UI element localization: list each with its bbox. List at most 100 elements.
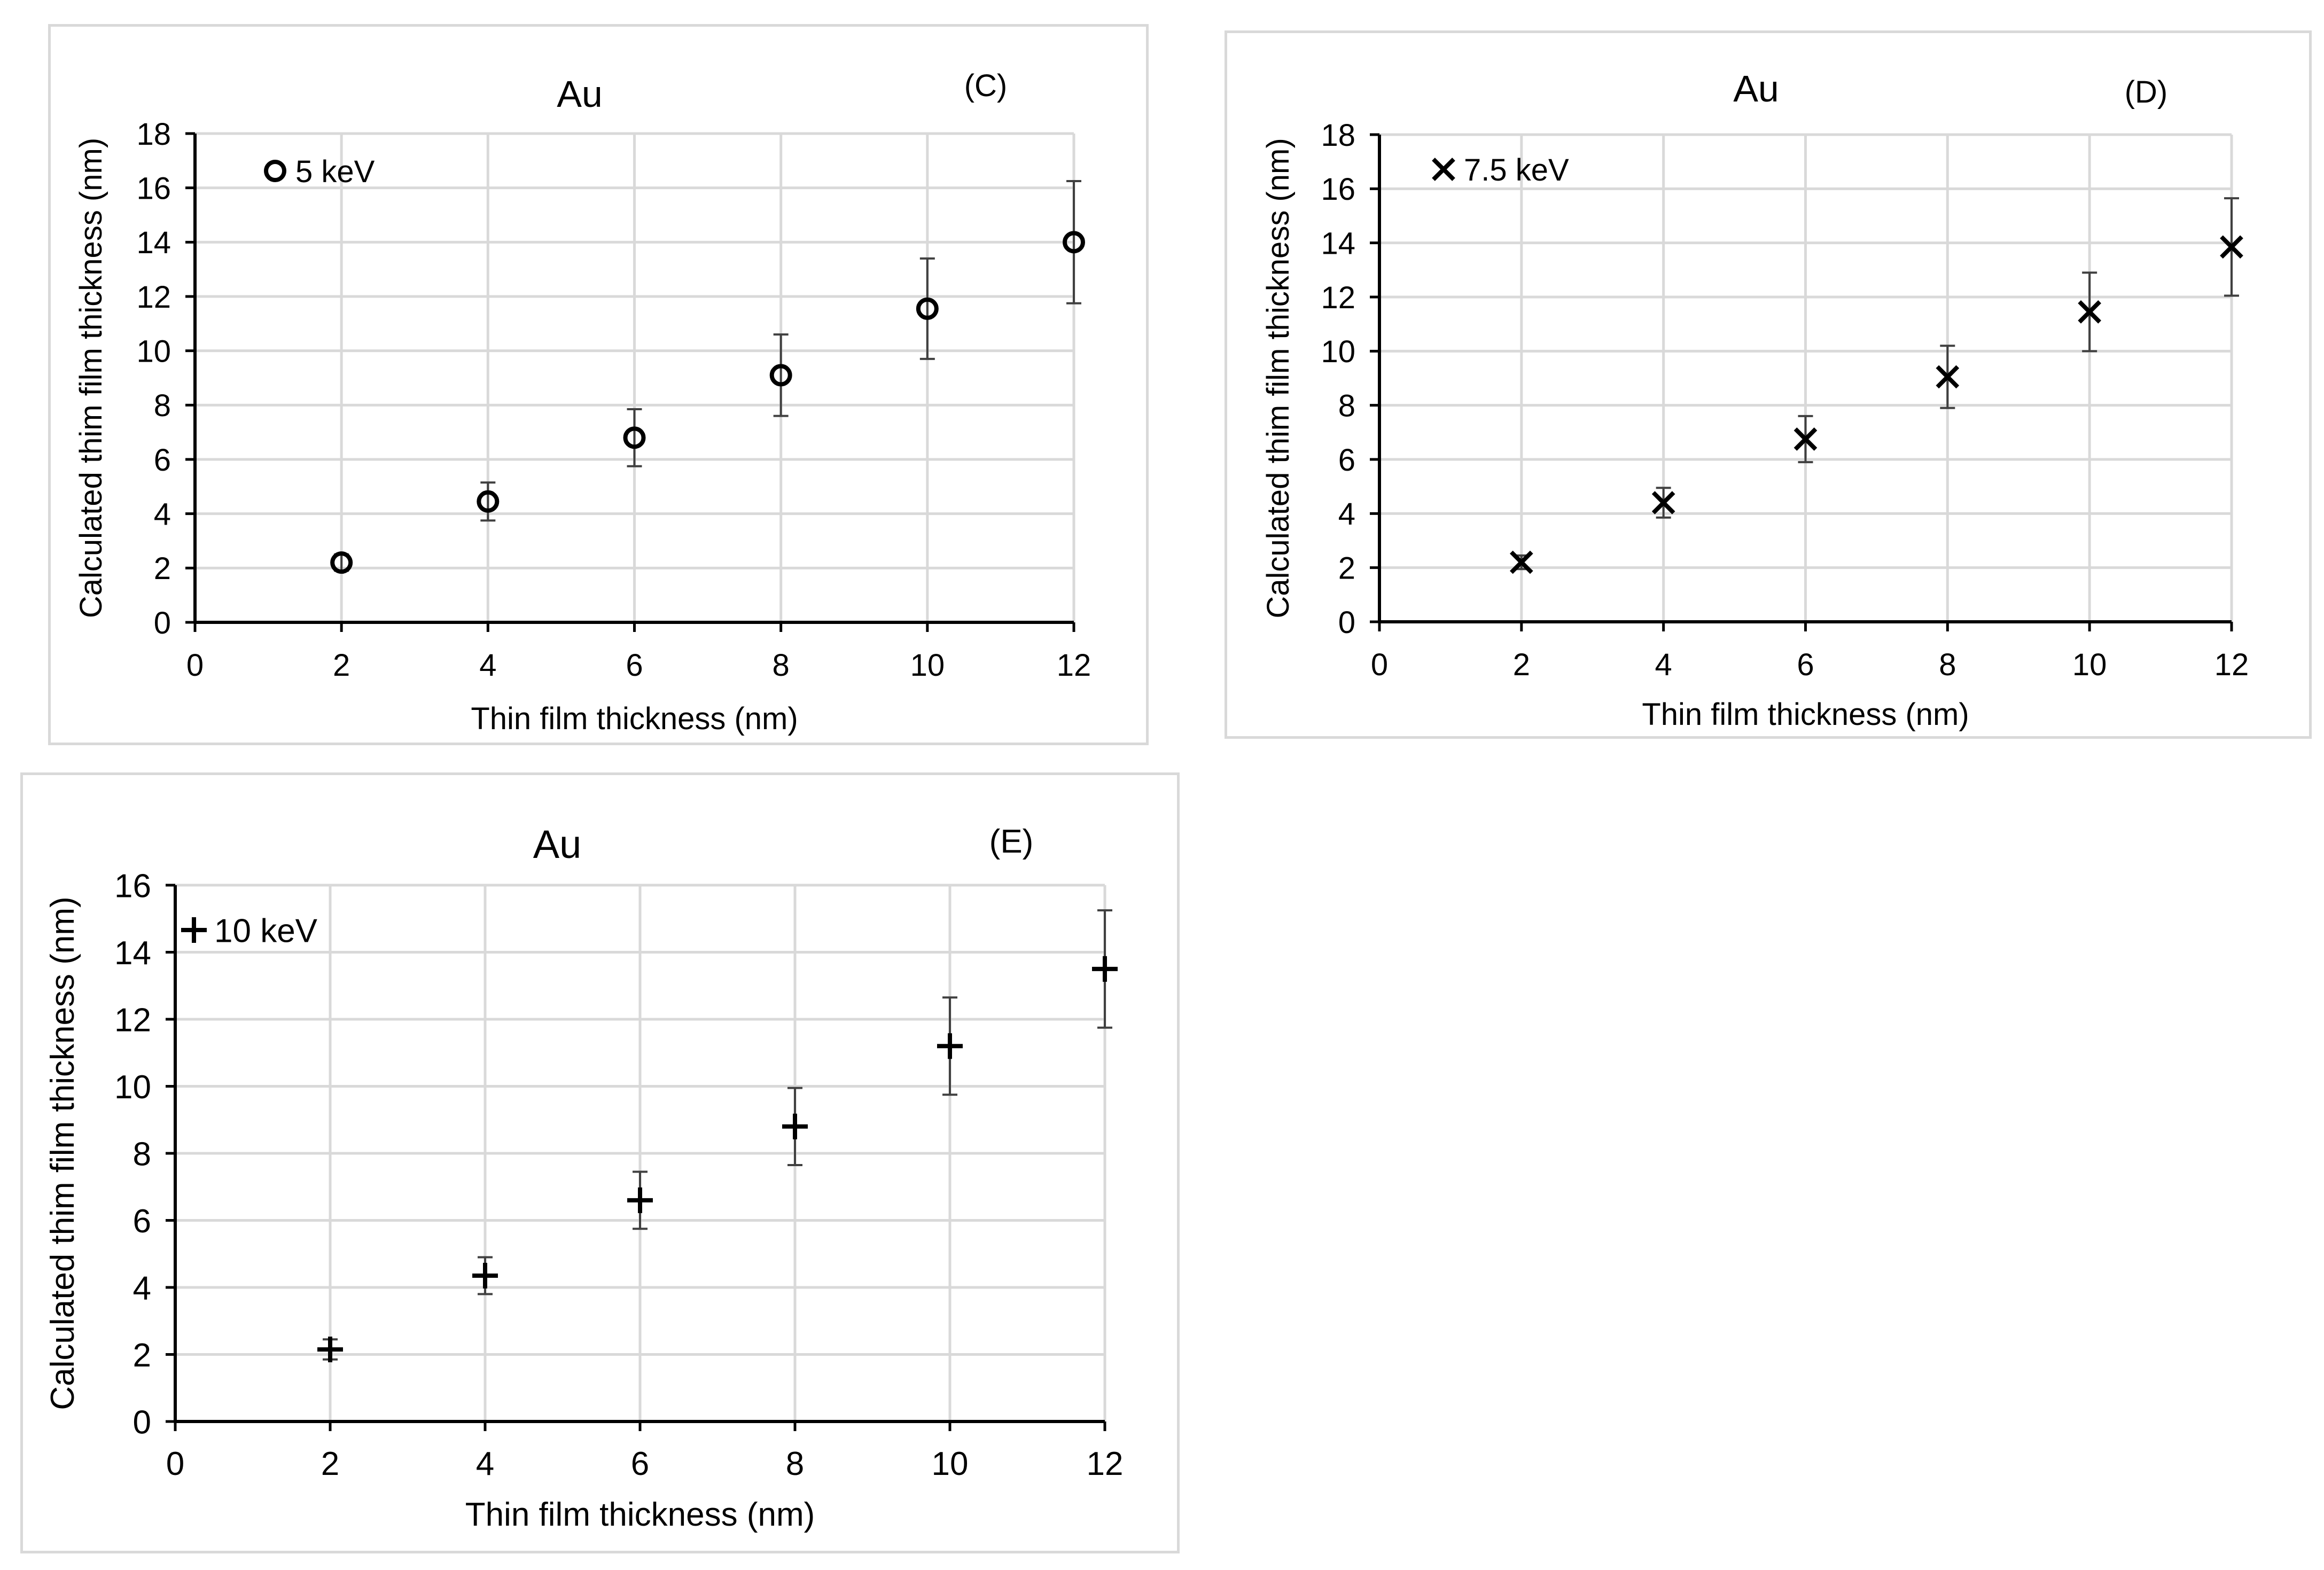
y-tick-label: 2 <box>1338 551 1355 586</box>
data-point <box>916 297 939 320</box>
x-axis-label: Thin film thickness (nm) <box>465 1496 815 1533</box>
x-tick-label: 8 <box>1939 647 1956 682</box>
y-tick-label: 14 <box>114 935 151 972</box>
x-axis-label: Thin film thickness (nm) <box>471 701 798 736</box>
x-axis-label: Thin film thickness (nm) <box>1642 697 1969 732</box>
panel-label: (E) <box>989 823 1034 860</box>
y-tick-label: 10 <box>114 1069 151 1106</box>
legend-marker <box>264 160 286 182</box>
marker-stroke <box>1651 491 1675 514</box>
x-tick-label: 12 <box>1087 1446 1124 1482</box>
x-tick-label: 4 <box>479 648 496 683</box>
y-tick-label: 8 <box>1338 389 1355 424</box>
y-tick-label: 8 <box>154 388 171 423</box>
y-tick-label: 16 <box>114 868 151 904</box>
data-point <box>623 426 646 449</box>
y-tick-label: 16 <box>136 171 171 206</box>
y-axis-label: Calculated thim film thickness (nm) <box>1261 138 1296 618</box>
y-tick-label: 14 <box>1321 226 1355 261</box>
y-tick-label: 8 <box>133 1136 151 1173</box>
chart-panel-e: 0 2 4 6 8 10 12 14 16 0 2 4 6 8 10 12 Au (E) Thin film thi… <box>20 772 1180 1553</box>
x-tick-label: 6 <box>1797 647 1814 682</box>
x-tick-label: 6 <box>626 648 643 683</box>
data-point <box>782 1113 808 1139</box>
data-point <box>1936 365 1960 389</box>
data-point <box>317 1337 343 1363</box>
x-tick-label: 2 <box>333 648 350 683</box>
y-tick-label: 10 <box>136 334 171 369</box>
y-tick-label: 6 <box>154 443 171 478</box>
x-tick-label: 10 <box>910 648 945 683</box>
y-tick-label: 2 <box>133 1337 151 1374</box>
y-tick-label: 14 <box>136 225 171 260</box>
y-tick-label: 12 <box>136 280 171 315</box>
data-point <box>769 364 792 387</box>
marker-stroke <box>1510 550 1533 574</box>
chart-e-svg: 0 2 4 6 8 10 12 14 16 0 2 4 6 8 10 12 Au (E) Thin film thi… <box>44 822 1124 1533</box>
x-tick-label: 12 <box>1057 648 1091 683</box>
x-tick-label: 12 <box>2214 647 2249 682</box>
y-tick-label: 6 <box>1338 443 1355 478</box>
x-tick-label: 0 <box>186 648 204 683</box>
marker-stroke <box>2078 300 2101 324</box>
x-tick-label: 0 <box>166 1446 184 1482</box>
x-tick-label: 8 <box>786 1446 804 1482</box>
error-bar <box>1066 179 1081 304</box>
x-tick-label: 0 <box>1371 647 1388 682</box>
y-axis-label: Calculated thim film thickness (nm) <box>44 896 81 1410</box>
chart-panel-c: 0 2 4 6 8 10 12 14 16 18 0 2 4 6 8 10 12 Au (C) Thin film t… <box>48 24 1149 745</box>
y-tick-label: 0 <box>133 1404 151 1441</box>
data-point <box>472 1263 498 1289</box>
marker-stroke <box>2220 235 2243 259</box>
error-bar <box>480 481 496 522</box>
x-tick-label: 10 <box>2072 647 2107 682</box>
x-tick-label: 4 <box>476 1446 494 1482</box>
chart-title: Au <box>533 822 582 866</box>
marker-stroke <box>1793 427 1818 451</box>
data-point <box>1510 550 1533 574</box>
error-bar <box>919 257 935 360</box>
legend-label: 5 keV <box>295 154 375 189</box>
y-tick-label: 10 <box>1321 334 1355 369</box>
error-bar <box>627 408 642 467</box>
data-point <box>937 1033 963 1059</box>
legend-label: 7.5 keV <box>1464 153 1569 188</box>
y-tick-label: 18 <box>1321 118 1355 153</box>
y-tick-label: 6 <box>133 1203 151 1240</box>
chart-c-svg: 0 2 4 6 8 10 12 14 16 18 0 2 4 6 8 10 12 Au (C) Thin film t… <box>74 68 1091 736</box>
legend-marker <box>1432 158 1455 181</box>
data-point <box>1063 231 1085 254</box>
chart-title: Au <box>557 73 603 115</box>
marker-stroke <box>1936 365 1960 389</box>
y-tick-label: 18 <box>136 117 171 152</box>
marker-stroke <box>1432 158 1455 181</box>
x-tick-label: 8 <box>773 648 790 683</box>
y-tick-label: 4 <box>133 1270 151 1307</box>
panel-label: (D) <box>2125 75 2168 110</box>
x-tick-label: 2 <box>1513 647 1530 682</box>
y-tick-label: 0 <box>1338 605 1355 640</box>
y-tick-label: 16 <box>1321 172 1355 207</box>
data-point <box>477 490 500 513</box>
legend-label: 10 keV <box>214 912 318 949</box>
data-point <box>330 551 353 574</box>
x-tick-label: 4 <box>1655 647 1672 682</box>
data-point <box>1092 956 1118 982</box>
data-point <box>1651 491 1675 514</box>
data-point <box>2220 235 2243 259</box>
y-axis-label: Calculated thim film thickness (nm) <box>74 138 108 618</box>
y-tick-label: 12 <box>114 1002 151 1038</box>
y-tick-label: 12 <box>1321 280 1355 315</box>
x-tick-label: 2 <box>321 1446 339 1482</box>
x-tick-label: 10 <box>932 1446 969 1482</box>
y-tick-label: 4 <box>154 497 171 532</box>
y-tick-label: 4 <box>1338 497 1355 532</box>
chart-panel-d: 0 2 4 6 8 10 12 14 16 18 0 2 4 6 8 10 12 Au (D) Thin film t… <box>1225 30 2312 739</box>
data-point <box>627 1187 653 1213</box>
error-bar <box>773 333 789 417</box>
data-point <box>2078 300 2101 324</box>
y-tick-label: 2 <box>154 551 171 586</box>
panel-label: (C) <box>964 68 1008 103</box>
chart-d-svg: 0 2 4 6 8 10 12 14 16 18 0 2 4 6 8 10 12 Au (D) Thin film t… <box>1261 68 2249 732</box>
data-point <box>1793 427 1818 451</box>
